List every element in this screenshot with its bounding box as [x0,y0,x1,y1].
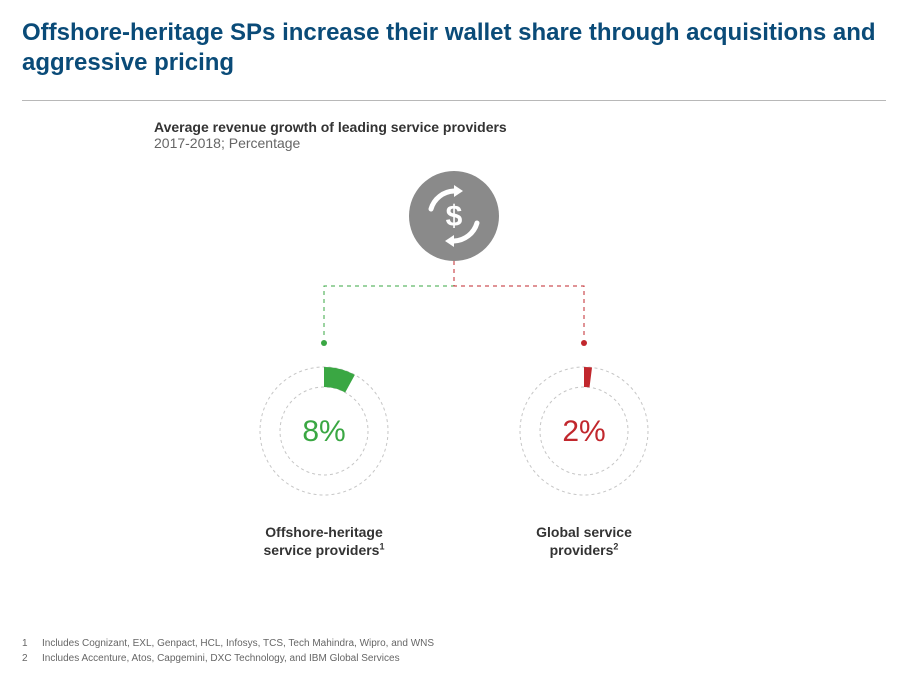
donut-offshore-value: 8% [302,415,345,448]
donut-row: 8% Offshore-heritage service providers1 … [154,351,754,559]
donut-global: 2% Global service providers2 [494,351,674,559]
donut-global-label: Global service providers2 [494,523,674,559]
donut-global-slice [584,367,592,387]
dollar-cycle-icon: $ [409,171,499,261]
footnotes: 1 Includes Cognizant, EXL, Genpact, HCL,… [22,636,434,666]
chart-subtitle-bold: Average revenue growth of leading servic… [154,119,754,135]
footnote-2: 2 Includes Accenture, Atos, Capgemini, D… [22,651,434,666]
chart-subtitle-light: 2017-2018; Percentage [154,135,754,151]
donut-offshore-slice [324,367,355,392]
title-divider [22,100,886,101]
donut-global-value: 2% [562,415,605,448]
footnote-1: 1 Includes Cognizant, EXL, Genpact, HCL,… [22,636,434,651]
donut-offshore: 8% Offshore-heritage service providers1 [234,351,414,559]
page-title: Offshore-heritage SPs increase their wal… [22,18,886,78]
connector-lines [154,261,754,351]
svg-text:$: $ [446,200,463,233]
chart-area: Average revenue growth of leading servic… [154,119,754,559]
donut-offshore-label: Offshore-heritage service providers1 [234,523,414,559]
